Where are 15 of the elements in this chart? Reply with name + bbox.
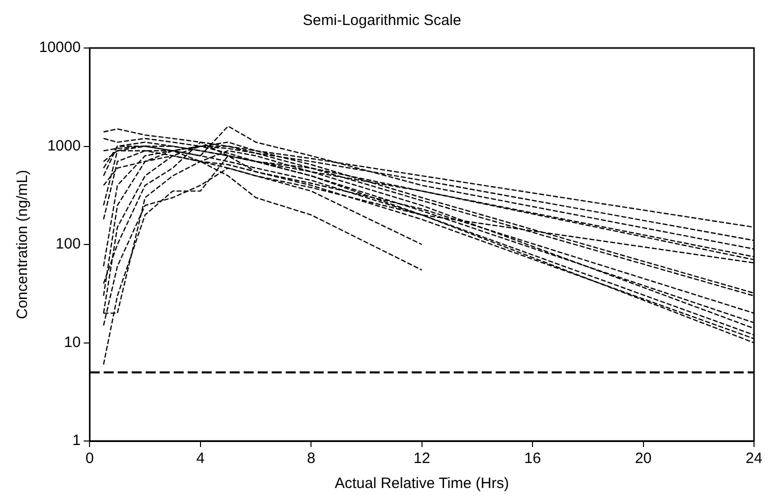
- x-tick-label: 0: [86, 450, 94, 468]
- x-tick-label: 16: [524, 450, 541, 468]
- x-tick-label: 4: [196, 450, 205, 468]
- y-tick-label: 10: [64, 334, 81, 351]
- y-tick-label: 1000: [47, 137, 81, 154]
- x-tick-label: 20: [634, 450, 652, 468]
- y-tick-label: 10000: [38, 39, 81, 56]
- x-axis-title: Actual Relative Time (Hrs): [334, 475, 509, 492]
- y-axis-title: Concentration (ng/mL): [14, 170, 32, 320]
- chart-title: Semi-Logarithmic Scale: [302, 12, 462, 30]
- x-tick-label: 8: [306, 450, 316, 468]
- x-tick-label: 12: [414, 450, 430, 468]
- x-tick-label: 24: [746, 450, 762, 468]
- y-tick-label: 100: [56, 236, 81, 253]
- y-tick-label: 1: [72, 432, 81, 450]
